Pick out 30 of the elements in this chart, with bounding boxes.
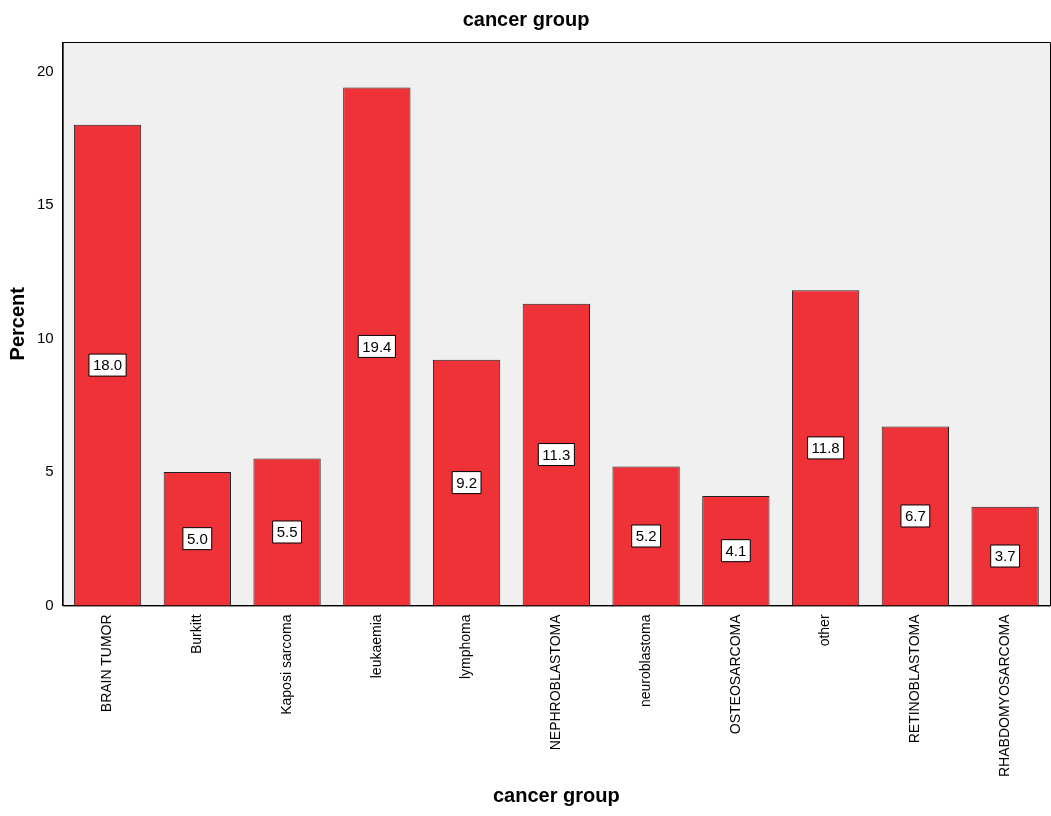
data-label: 19.4 bbox=[362, 337, 392, 355]
data-label: 4.1 bbox=[725, 541, 747, 559]
y-tick-label: 0 bbox=[45, 595, 54, 613]
data-label: 18.0 bbox=[92, 356, 123, 374]
data-label: 5.2 bbox=[635, 527, 657, 545]
data-label: 6.7 bbox=[904, 507, 926, 525]
x-tick-label: lymphoma bbox=[457, 614, 474, 680]
data-label: 5.0 bbox=[186, 529, 208, 547]
x-tick-label: Kaposi sarcoma bbox=[277, 614, 294, 715]
x-tick-label: BRAIN TUMOR bbox=[98, 614, 115, 713]
x-tick-label: Burkitt bbox=[188, 614, 205, 655]
data-label: 3.7 bbox=[994, 547, 1016, 565]
y-tick-label: 15 bbox=[37, 195, 54, 213]
data-label: 9.2 bbox=[456, 473, 478, 491]
y-axis-title: Percent bbox=[5, 286, 28, 361]
x-tick-label: NEPHROBLASTOMA bbox=[547, 613, 564, 751]
x-tick-label: leukaemia bbox=[367, 614, 384, 679]
x-tick-label: RHABDOMYOSARCOMA bbox=[995, 613, 1012, 778]
y-tick-label: 5 bbox=[45, 462, 54, 480]
data-label: 11.8 bbox=[811, 439, 840, 457]
data-label: 11.3 bbox=[542, 445, 571, 463]
x-tick-label: RETINOBLASTOMA bbox=[906, 613, 923, 744]
y-tick-label: 20 bbox=[37, 61, 54, 79]
x-axis-title: cancer group bbox=[492, 783, 620, 806]
chart-title: cancer group bbox=[462, 7, 590, 30]
data-label: 5.5 bbox=[276, 523, 298, 541]
x-tick-label: neuroblastoma bbox=[636, 614, 653, 708]
y-tick-label: 10 bbox=[37, 328, 54, 346]
x-tick-label: other bbox=[816, 614, 833, 647]
x-tick-label: OSTEOSARCOMA bbox=[726, 613, 743, 735]
